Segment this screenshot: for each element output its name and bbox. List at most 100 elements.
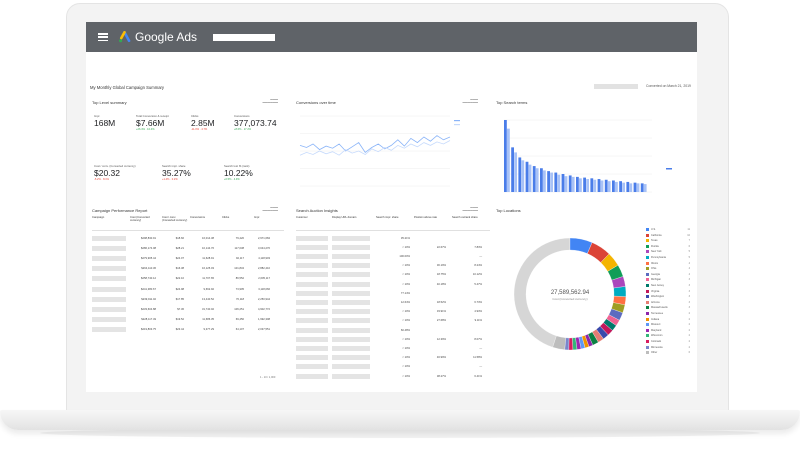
location-value: 5 (688, 256, 690, 259)
table-cell: $23.44 (175, 328, 184, 332)
table-cell: $22.10 (175, 277, 184, 281)
kpi-label: Search impr. share (162, 164, 186, 168)
kpi-label: Clicks (191, 114, 199, 118)
location-swatch (646, 244, 649, 248)
campaign-name-placeholder (92, 255, 126, 261)
location-value: 2 (688, 340, 690, 343)
table-cell: 2,882,410 (258, 267, 270, 271)
kpi-value: 2.85M (191, 118, 215, 128)
table-cell: 4,118,903 (258, 256, 270, 260)
location-value: 2 (688, 312, 690, 315)
location-name: Washington (651, 295, 665, 299)
column-header: Display URL domain (332, 216, 357, 219)
table-row[interactable]: $258,740.12 $22.10 11,707.65 86,552 2,605,11… (92, 275, 284, 283)
table-cell: 16,125.03 (202, 267, 214, 271)
location-swatch (646, 261, 649, 265)
bar (579, 178, 582, 192)
bar (626, 181, 630, 192)
bar (593, 179, 597, 192)
table-row[interactable]: $264,110.36 $16.38 16,125.03 101,834 2,882,4… (92, 265, 284, 273)
table-cell: 11.58% (473, 356, 482, 360)
legend-swatch (666, 168, 672, 170)
pagination[interactable]: 1 - 10 / 1,000 (260, 376, 276, 379)
bar (607, 181, 611, 192)
customer-placeholder (296, 272, 328, 278)
table-cell: 31,740.02 (202, 307, 214, 311)
table-row: < 10% 27.68% 9.11% (296, 317, 490, 325)
table-cell: $24.98 (175, 287, 184, 291)
donut-slice (607, 264, 624, 281)
table-cell: 16,014.38 (202, 236, 214, 240)
table-row[interactable]: $279,905.44 $24.07 11,628.91 92,117 4,118,90… (92, 254, 284, 262)
location-legend-item: Texas 7 (646, 239, 690, 243)
table-cell: 8.07% (474, 337, 482, 341)
column-header: Position above rate (414, 216, 438, 219)
table-row[interactable]: $228,117.49 $19.52 11,686.35 69,450 1,992,30… (92, 316, 284, 324)
bar (600, 180, 604, 192)
location-name: New Jersey (651, 284, 665, 287)
customer-placeholder (296, 263, 328, 269)
campaign-name-placeholder (92, 286, 126, 292)
brand-name: Google Ads (135, 30, 198, 44)
location-name: Ohio (651, 267, 657, 271)
table-cell: < 10% (402, 337, 410, 341)
location-name: Michigan (651, 278, 662, 282)
table-cell: 4,902,772 (258, 307, 270, 311)
table-cell: 2,250,944 (258, 297, 270, 301)
bar (568, 175, 572, 192)
bar (612, 180, 615, 192)
table-row[interactable]: $298,830.91 $18.66 16,014.38 79,420 2,971,68… (92, 234, 284, 242)
report-title: My Monthly Global Campaign Summary (90, 85, 165, 90)
domain-placeholder (332, 309, 370, 315)
location-legend-item: Ohio 4 (646, 267, 690, 271)
location-value: 3 (688, 284, 690, 287)
table-row[interactable]: $239,911.02 $17.85 13,440.52 70,118 2,250,94… (92, 295, 284, 303)
campaign-name-placeholder (92, 296, 126, 302)
panel-note: ▬▬▬ ▬▬▬▬▬▬ (262, 98, 278, 104)
column-header: Customer (296, 216, 308, 219)
table-cell: 6.41% (474, 374, 482, 378)
hamburger-menu-icon[interactable] (98, 33, 108, 41)
account-selector[interactable] (213, 33, 276, 41)
column-header: Cost (Converted currency) (130, 216, 150, 222)
table-row[interactable]: $286,174.08 $28.21 10,144.76 117,038 3,044,2… (92, 244, 284, 252)
customer-placeholder (296, 281, 328, 287)
table-row: 77.14% (296, 289, 490, 297)
customer-placeholder (296, 355, 328, 361)
table-cell: < 10% (402, 374, 410, 378)
bar (636, 183, 640, 192)
table-cell: 40.18% (436, 282, 446, 286)
campaign-name-placeholder (92, 245, 126, 251)
table-row[interactable]: $219,803.75 $23.44 9,377.29 64,107 2,037,551 (92, 326, 284, 334)
table-cell: 8.24% (474, 264, 482, 268)
domain-placeholder (332, 272, 370, 278)
location-value: 4 (688, 267, 690, 271)
bar (615, 181, 618, 192)
table-cell: 77.14% (400, 291, 410, 295)
location-legend-item: Virginia 3 (646, 289, 690, 293)
location-swatch (646, 317, 649, 321)
table-cell: $233,604.88 (141, 307, 156, 311)
domain-placeholder (332, 318, 370, 324)
table-row[interactable]: $241,380.67 $24.98 9,662.92 73,905 3,118,066 (92, 285, 284, 293)
bar (561, 174, 565, 192)
location-swatch (646, 295, 649, 299)
location-name: Indiana (651, 317, 660, 321)
location-name: Missouri (651, 323, 661, 327)
kpi-delta: +8.6% · 17.2% (234, 128, 252, 131)
table-cell: $28.21 (175, 246, 184, 250)
location-swatch (646, 306, 649, 310)
table-cell: 12.39% (436, 337, 446, 341)
kpi-label: Total Conversion & receipt (136, 114, 169, 118)
date-range-selector[interactable] (594, 84, 638, 89)
column-header: Cost / conv. (Converted currency) (162, 216, 188, 222)
location-swatch (646, 328, 649, 332)
table-row[interactable]: $233,604.88 $7.36 31,740.02 106,251 4,902,77… (92, 305, 284, 313)
location-legend-item: Michigan 3 (646, 278, 690, 282)
laptop-shadow (40, 428, 760, 438)
location-swatch (646, 233, 649, 237)
kpi-card: Conversions 377,073.74 +8.6% · 17.2% (234, 114, 278, 131)
panel-note: ▬▬▬ ▬▬▬▬▬▬ (462, 206, 478, 212)
customer-placeholder (296, 244, 328, 250)
panel-note: ▬▬▬ ▬▬▬▬▬▬ (462, 98, 478, 104)
